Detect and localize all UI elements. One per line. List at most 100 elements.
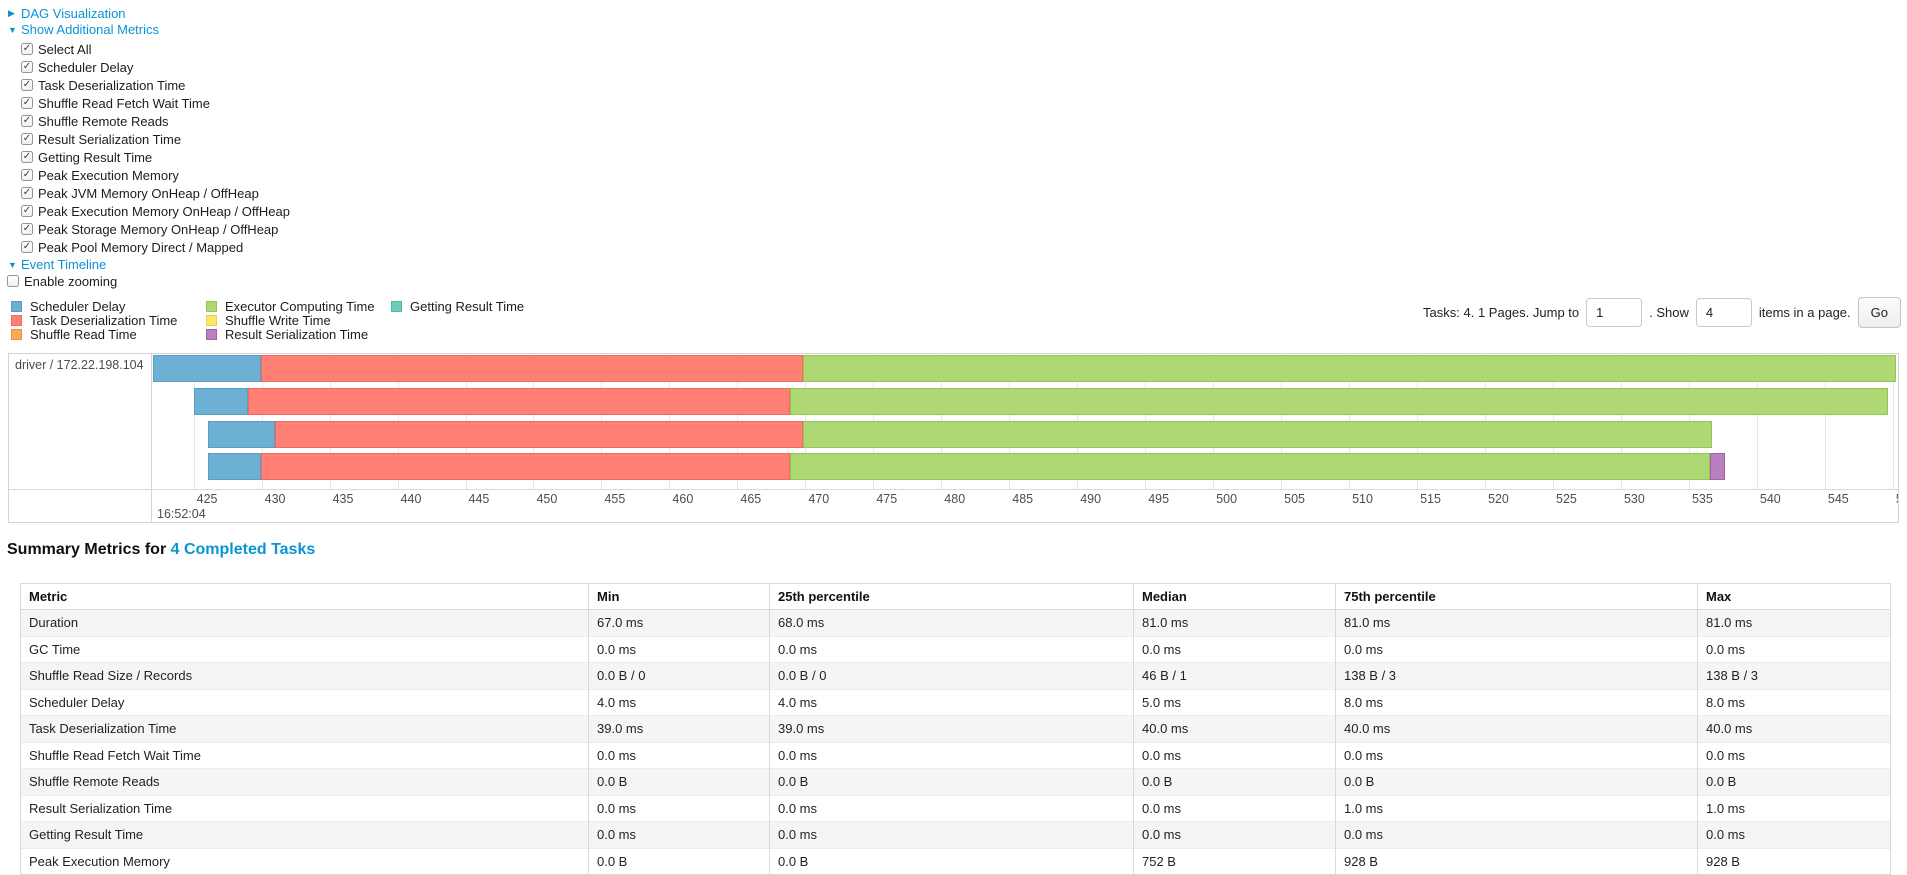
checkbox-peak-execution-memory-onheap-offheap[interactable]: [21, 205, 33, 217]
task-pagination: Tasks: 4. 1 Pages. Jump to . Show items …: [1423, 297, 1901, 328]
legend-entry-scheduler-delay: Scheduler Delay: [11, 299, 177, 315]
legend-swatch-task_deserialization: [11, 315, 22, 327]
timeline-tick-label: 525: [1556, 492, 1577, 506]
timeline-bar-executor-computing[interactable]: [802, 421, 1713, 448]
table-row-peak-execution-memory: Peak Execution Memory 0.0 B 0.0 B 752 B 928 …: [20, 847, 1891, 875]
enable-zooming-checkbox[interactable]: [7, 275, 19, 287]
checkbox-peak-storage-memory-onheap-offheap[interactable]: [21, 223, 33, 235]
event-timeline-toggle[interactable]: ▼ Event Timeline: [8, 257, 106, 272]
metric-value-cell: 0.0 ms: [588, 821, 770, 848]
timeline-tick-label: 530: [1623, 492, 1645, 506]
timeline-bar-task-deserialization[interactable]: [274, 421, 803, 448]
checkbox-getting-result-time[interactable]: [21, 151, 33, 163]
legend-swatch-getting_result: [391, 301, 402, 313]
metric-checkbox-row-peak-jvm-memory-onheap-offheap: Peak JVM Memory OnHeap / OffHeap: [21, 184, 290, 202]
metric-checkbox-row-shuffle-remote-reads: Shuffle Remote Reads: [21, 112, 290, 130]
timeline-bar-scheduler-delay[interactable]: [153, 355, 261, 382]
show-additional-metrics-toggle[interactable]: ▼ Show Additional Metrics: [8, 22, 159, 37]
timeline-tick-label: 485: [1012, 492, 1034, 506]
metric-checkbox-row-task-deserialization-time: Task Deserialization Time: [21, 76, 290, 94]
metric-value-cell: 928 B: [1697, 847, 1891, 875]
checkbox-shuffle-read-fetch-wait-time[interactable]: [21, 97, 33, 109]
metric-value-cell: 5.0 ms: [1133, 688, 1336, 716]
metric-value-cell: 40.0 ms: [1697, 715, 1891, 742]
metric-value-cell: 0.0 ms: [1335, 741, 1698, 769]
timeline-legend-col-3: Getting Result Time: [391, 299, 524, 314]
column-header-min: Min: [588, 583, 770, 610]
go-button[interactable]: Go: [1857, 297, 1901, 328]
timeline-tick-label: 465: [740, 492, 762, 506]
metric-name-cell: Duration: [20, 609, 589, 636]
metric-name-cell: Task Deserialization Time: [20, 715, 589, 742]
timeline-bar-task-deserialization[interactable]: [247, 388, 790, 415]
column-header-25th-percentile: 25th percentile: [769, 583, 1134, 610]
show-text: . Show: [1649, 305, 1689, 320]
legend-label: Shuffle Read Time: [30, 326, 137, 342]
timeline-bar-scheduler-delay[interactable]: [207, 421, 275, 448]
metric-value-cell: 0.0 ms: [769, 821, 1134, 848]
timeline-tick-label: 460: [672, 492, 694, 506]
caret-down-icon: ▼: [8, 259, 17, 270]
timeline-tick-label: 545: [1827, 492, 1849, 506]
metric-value-cell: 46 B / 1: [1133, 662, 1336, 689]
metric-name-cell: Shuffle Read Fetch Wait Time: [20, 741, 589, 769]
legend-label: Scheduler Delay: [30, 299, 126, 315]
metric-value-cell: 0.0 ms: [588, 794, 770, 822]
timeline-bar-scheduler-delay[interactable]: [194, 388, 248, 415]
checkbox-peak-pool-memory-direct-mapped[interactable]: [21, 241, 33, 253]
timeline-bar-task-deserialization[interactable]: [261, 355, 803, 382]
metric-checkbox-row-shuffle-read-fetch-wait-time: Shuffle Read Fetch Wait Time: [21, 94, 290, 112]
checkbox-shuffle-remote-reads[interactable]: [21, 115, 33, 127]
event-timeline-label: Event Timeline: [21, 257, 107, 272]
jump-to-page-input[interactable]: [1586, 298, 1643, 327]
timeline-bar-task-deserialization[interactable]: [261, 453, 790, 480]
timeline-tick-label: 455: [604, 492, 626, 506]
metric-name-cell: Scheduler Delay: [20, 688, 589, 716]
checkbox-peak-execution-memory[interactable]: [21, 169, 33, 181]
legend-label: Result Serialization Time: [225, 326, 369, 342]
timeline-bar-scheduler-delay[interactable]: [207, 453, 261, 480]
column-header-metric: Metric: [20, 583, 589, 610]
metric-value-cell: 0.0 ms: [1335, 821, 1698, 848]
metric-name-cell: Shuffle Remote Reads: [20, 768, 589, 795]
checkbox-label: Peak Execution Memory OnHeap / OffHeap: [38, 203, 290, 219]
metric-value-cell: 0.0 B: [769, 768, 1134, 795]
timeline-tick-label: 475: [876, 492, 898, 506]
timeline-tick-label: 470: [808, 492, 830, 506]
completed-tasks-link[interactable]: 4 Completed Tasks: [170, 541, 316, 558]
dag-visualization-label: DAG Visualization: [21, 6, 126, 21]
timeline-bar-executor-computing[interactable]: [802, 355, 1897, 382]
metric-value-cell: 0.0 B: [588, 768, 770, 795]
metric-value-cell: 0.0 B: [1335, 768, 1698, 795]
metric-value-cell: 928 B: [1335, 847, 1698, 875]
metric-value-cell: 752 B: [1133, 847, 1336, 875]
tasks-count-text: Tasks: 4. 1 Pages. Jump to: [1423, 305, 1580, 320]
timeline-bar-executor-computing[interactable]: [789, 453, 1711, 480]
dag-visualization-toggle[interactable]: ▶ DAG Visualization: [8, 6, 126, 21]
metric-value-cell: 40.0 ms: [1133, 715, 1336, 742]
metric-checkbox-row-scheduler-delay: Scheduler Delay: [21, 58, 290, 76]
checkbox-scheduler-delay[interactable]: [21, 61, 33, 73]
timeline-gridline: [1892, 354, 1894, 489]
legend-entry-getting-result-time: Getting Result Time: [391, 299, 524, 314]
metric-value-cell: 0.0 ms: [1697, 741, 1891, 769]
checkbox-task-deserialization-time[interactable]: [21, 79, 33, 91]
timeline-bar-executor-computing[interactable]: [789, 388, 1889, 415]
metric-value-cell: 4.0 ms: [588, 688, 770, 716]
metric-value-cell: 67.0 ms: [588, 609, 770, 636]
metric-value-cell: 0.0 B: [769, 847, 1134, 875]
metric-name-cell: Peak Execution Memory: [20, 847, 589, 875]
checkbox-select-all[interactable]: [21, 43, 33, 55]
checkbox-label: Select All: [38, 41, 92, 57]
timeline-tick-label: 535: [1691, 492, 1713, 506]
metric-value-cell: 4.0 ms: [769, 688, 1134, 716]
metric-value-cell: 81.0 ms: [1133, 609, 1336, 636]
checkbox-peak-jvm-memory-onheap-offheap[interactable]: [21, 187, 33, 199]
legend-swatch-executor_computing: [206, 301, 217, 313]
timeline-bar-result-serialization[interactable]: [1710, 453, 1726, 480]
metric-value-cell: 0.0 B / 0: [588, 662, 770, 689]
checkbox-result-serialization-time[interactable]: [21, 133, 33, 145]
metric-value-cell: 39.0 ms: [588, 715, 770, 742]
timeline-tick-label: 500: [1216, 492, 1238, 506]
items-per-page-input[interactable]: [1695, 298, 1752, 327]
